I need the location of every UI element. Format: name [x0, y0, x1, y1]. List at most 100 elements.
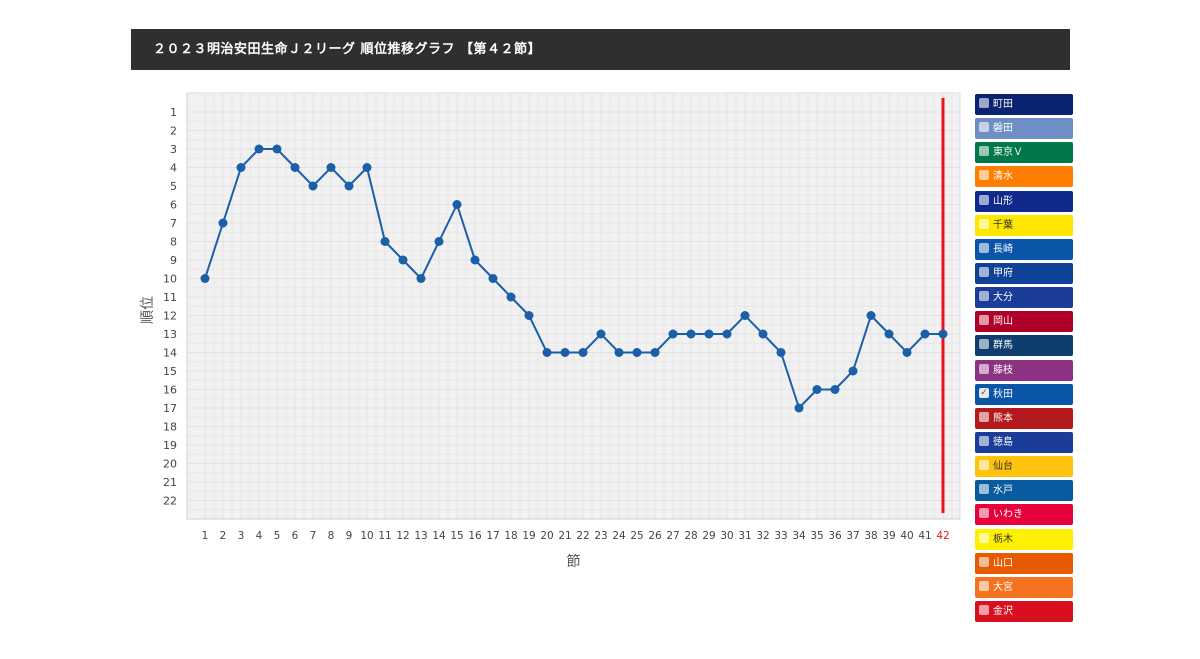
y-tick-label: 10: [163, 273, 177, 286]
data-point[interactable]: [830, 385, 840, 394]
legend-item[interactable]: いわき: [975, 504, 1073, 526]
checkbox-icon[interactable]: [979, 604, 989, 615]
legend-item[interactable]: 大宮: [975, 576, 1073, 598]
data-point[interactable]: [596, 329, 606, 339]
legend-item[interactable]: ✓ 秋田: [975, 383, 1073, 405]
checkbox-icon[interactable]: [979, 460, 989, 471]
data-point[interactable]: [236, 163, 246, 172]
data-point[interactable]: [902, 348, 912, 357]
data-point[interactable]: [434, 237, 444, 246]
data-point[interactable]: [344, 181, 354, 191]
checkbox-icon[interactable]: [979, 266, 989, 277]
x-tick-label: 7: [310, 530, 317, 542]
x-tick-label: 13: [414, 530, 427, 542]
data-point[interactable]: [794, 403, 804, 413]
checkbox-icon[interactable]: [979, 339, 989, 350]
legend-item[interactable]: 岡山: [975, 311, 1073, 333]
data-point[interactable]: [326, 163, 336, 172]
data-point[interactable]: [218, 218, 228, 228]
data-point[interactable]: [704, 329, 714, 339]
checkbox-icon[interactable]: [979, 194, 989, 205]
checkbox-icon[interactable]: [979, 291, 989, 302]
legend-item[interactable]: 千葉: [975, 214, 1073, 236]
data-point[interactable]: [686, 329, 696, 339]
data-point[interactable]: [938, 329, 948, 339]
checkbox-icon[interactable]: [979, 218, 989, 229]
data-point[interactable]: [308, 181, 318, 191]
checkbox-icon[interactable]: [979, 146, 989, 157]
data-point[interactable]: [614, 348, 624, 357]
checkbox-icon[interactable]: [979, 532, 989, 543]
legend-item[interactable]: 長崎: [975, 238, 1073, 260]
legend-item[interactable]: 栃木: [975, 528, 1073, 550]
x-tick-label: 28: [684, 530, 697, 542]
legend-item[interactable]: 山形: [975, 190, 1073, 212]
x-tick-label: 39: [882, 530, 895, 542]
x-tick-label: 42: [936, 530, 949, 542]
data-point[interactable]: [254, 144, 264, 154]
legend-item[interactable]: 大分: [975, 287, 1073, 309]
data-point[interactable]: [740, 311, 750, 320]
y-tick-label: 8: [170, 236, 177, 249]
legend-item[interactable]: 金沢: [975, 600, 1073, 622]
checkbox-icon[interactable]: [979, 98, 989, 108]
x-tick-label: 35: [810, 530, 823, 542]
legend-item[interactable]: 甲府: [975, 262, 1073, 284]
data-point[interactable]: [416, 274, 426, 283]
legend-item[interactable]: 磐田: [975, 118, 1073, 140]
x-tick-label: 37: [846, 530, 859, 542]
data-point[interactable]: [668, 329, 678, 339]
data-point[interactable]: [398, 255, 408, 265]
data-point[interactable]: [722, 329, 732, 339]
legend-label: 磐田: [993, 123, 1013, 135]
legend-item[interactable]: 群馬: [975, 335, 1073, 357]
data-point[interactable]: [524, 311, 534, 320]
legend-item[interactable]: 徳島: [975, 431, 1073, 453]
legend-item[interactable]: 東京Ｖ: [975, 142, 1073, 164]
data-point[interactable]: [632, 348, 642, 357]
data-point[interactable]: [866, 311, 876, 320]
legend-item[interactable]: 清水: [975, 166, 1073, 188]
legend-item[interactable]: 藤枝: [975, 359, 1073, 381]
data-point[interactable]: [920, 329, 930, 339]
data-point[interactable]: [200, 274, 210, 283]
data-point[interactable]: [542, 348, 552, 357]
data-point[interactable]: [650, 348, 660, 357]
legend-item[interactable]: 山口: [975, 552, 1073, 574]
checkbox-icon[interactable]: [979, 242, 989, 253]
data-point[interactable]: [758, 329, 768, 339]
data-point[interactable]: [272, 144, 282, 154]
y-tick-label: 12: [163, 310, 177, 323]
checkbox-icon[interactable]: [979, 435, 989, 446]
checkbox-icon[interactable]: [979, 580, 989, 591]
checkbox-icon[interactable]: [979, 411, 989, 422]
x-tick-label: 6: [292, 530, 299, 542]
data-point[interactable]: [578, 348, 588, 357]
x-tick-label: 24: [612, 530, 626, 542]
data-point[interactable]: [776, 348, 786, 357]
checkbox-icon[interactable]: [979, 556, 989, 567]
data-point[interactable]: [560, 348, 570, 357]
data-point[interactable]: [488, 274, 498, 283]
data-point[interactable]: [812, 385, 822, 394]
legend-item[interactable]: 仙台: [975, 456, 1073, 478]
data-point[interactable]: [362, 163, 372, 172]
checkbox-icon[interactable]: [979, 170, 989, 181]
legend-item[interactable]: 水戸: [975, 480, 1073, 502]
checkbox-icon[interactable]: [979, 315, 989, 326]
checkbox-icon[interactable]: [979, 363, 989, 374]
legend-item[interactable]: 町田: [975, 94, 1073, 115]
data-point[interactable]: [452, 200, 462, 209]
checkbox-icon[interactable]: [979, 508, 989, 519]
checkbox-icon[interactable]: [979, 122, 989, 133]
data-point[interactable]: [470, 255, 480, 265]
legend-item[interactable]: 熊本: [975, 407, 1073, 429]
data-point[interactable]: [848, 366, 858, 376]
checkbox-icon[interactable]: [979, 484, 989, 495]
data-point[interactable]: [506, 292, 516, 302]
data-point[interactable]: [290, 163, 300, 172]
data-point[interactable]: [380, 237, 390, 246]
data-point[interactable]: [884, 329, 894, 339]
checkbox-checked-icon[interactable]: ✓: [979, 387, 989, 398]
x-tick-label: 40: [900, 530, 913, 542]
